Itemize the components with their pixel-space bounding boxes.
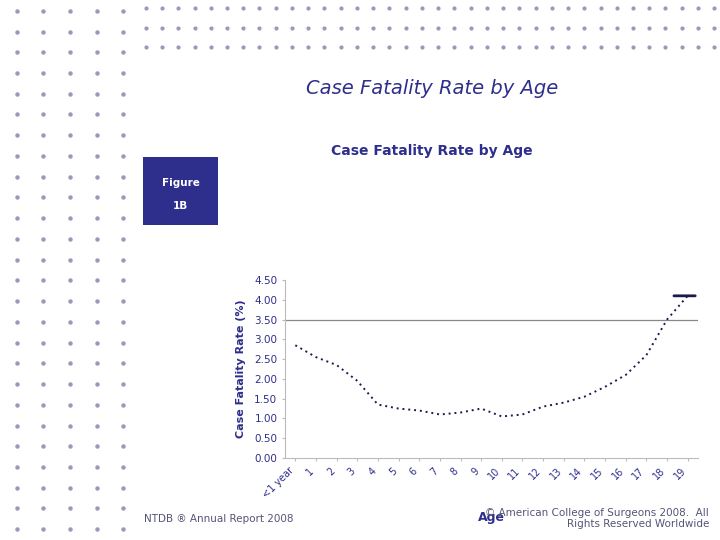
X-axis label: Age: Age [478, 511, 505, 524]
Text: © American College of Surgeons 2008.  All
Rights Reserved Worldwide: © American College of Surgeons 2008. All… [485, 508, 709, 529]
Text: Case Fatality Rate by Age: Case Fatality Rate by Age [331, 144, 533, 158]
Text: NTDB ® Annual Report 2008: NTDB ® Annual Report 2008 [144, 514, 294, 524]
Text: Figure: Figure [161, 178, 199, 188]
FancyBboxPatch shape [137, 152, 224, 231]
Text: 1B: 1B [173, 201, 188, 211]
Y-axis label: Case Fatality Rate (%): Case Fatality Rate (%) [236, 300, 246, 438]
Text: Case Fatality Rate by Age: Case Fatality Rate by Age [306, 79, 558, 98]
